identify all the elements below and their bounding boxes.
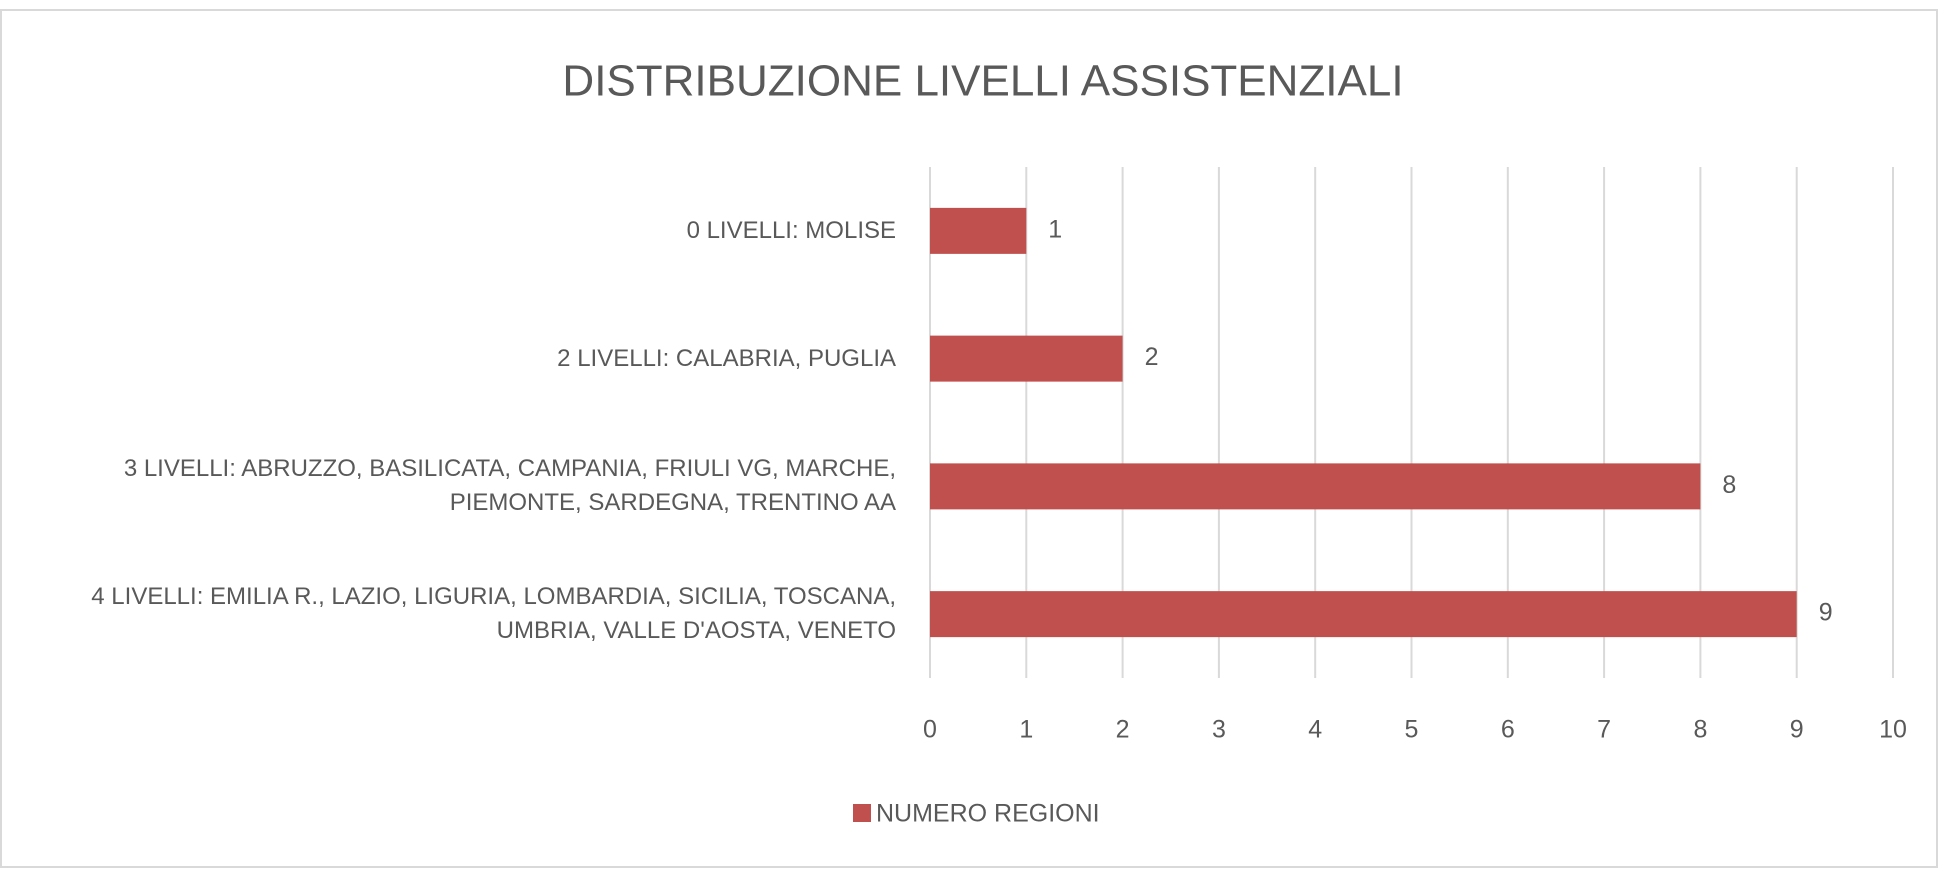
data-label: 2: [1145, 343, 1159, 371]
data-label: 8: [1722, 471, 1736, 499]
x-tick-label: 10: [1879, 716, 1907, 744]
bar: [930, 463, 1701, 510]
bar: [930, 335, 1123, 382]
bar: [930, 207, 1027, 254]
legend-label: NUMERO REGIONI: [876, 800, 1100, 828]
category-label: 2 LIVELLI: CALABRIA, PUGLIA: [557, 344, 896, 372]
x-tick-label: 7: [1597, 716, 1611, 744]
bar: [930, 591, 1797, 638]
x-tick-label: 6: [1501, 716, 1515, 744]
x-tick-label: 8: [1693, 716, 1707, 744]
x-tick-label: 5: [1405, 716, 1419, 744]
x-tick-label: 3: [1212, 716, 1226, 744]
x-tick-label: 9: [1790, 716, 1804, 744]
category-label: 0 LIVELLI: MOLISE: [686, 216, 896, 244]
category-label: 4 LIVELLI: EMILIA R., LAZIO, LIGURIA, LO…: [91, 583, 896, 645]
category-label: 3 LIVELLI: ABRUZZO, BASILICATA, CAMPANIA…: [123, 455, 896, 517]
chart-title: DISTRIBUZIONE LIVELLI ASSISTENZIALI: [562, 57, 1403, 106]
x-tick-label: 0: [923, 716, 937, 744]
data-label: 1: [1048, 215, 1062, 243]
x-tick-label: 2: [1116, 716, 1130, 744]
x-tick-label: 4: [1308, 716, 1322, 744]
x-tick-label: 1: [1019, 716, 1033, 744]
legend-swatch: [853, 804, 871, 822]
data-label: 9: [1819, 599, 1833, 627]
chart-border: [0, 9, 1938, 868]
